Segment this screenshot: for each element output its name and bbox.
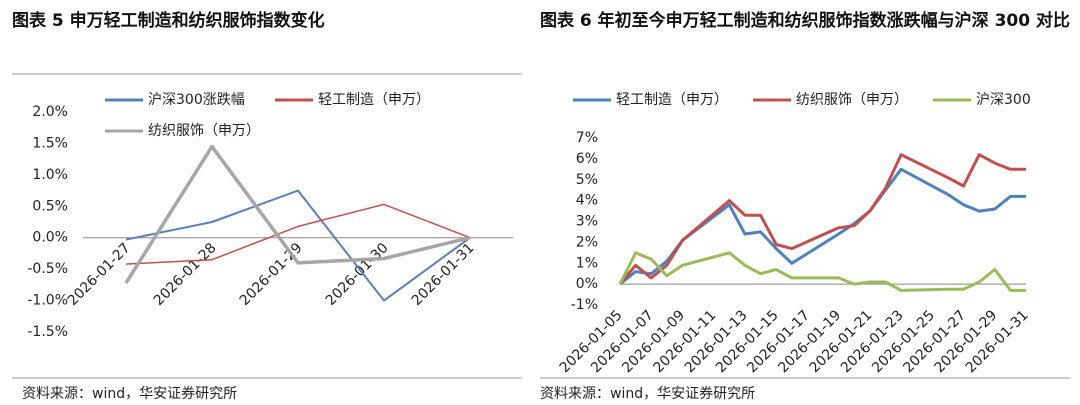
y-tick-label: -1% [571,297,598,313]
y-tick-label: -1.0% [27,293,68,309]
y-tick-label: -0.5% [27,261,68,277]
y-tick-label: 0.5% [32,198,68,214]
y-tick-label: 7% [576,130,598,146]
source-note: 资料来源：wind，华安证券研究所 [540,386,755,402]
series-line [125,189,471,302]
y-tick-label: 2.0% [32,104,68,120]
source-note: 资料来源：wind，华安证券研究所 [22,386,237,402]
series-line [618,153,1026,286]
legend-label: 沪深300 [976,92,1031,108]
x-tick-label: 2026-01-29 [237,240,306,309]
y-tick-label: 0% [576,276,598,292]
legend-label: 轻工制造（申万） [616,92,728,108]
y-tick-label: 0.0% [32,230,68,246]
x-tick-label: 2026-01-27 [65,240,134,309]
y-tick-label: 6% [576,151,598,167]
series-line [124,144,471,284]
legend-label: 纺织服饰（申万） [796,92,908,108]
y-tick-label: 2% [576,234,598,250]
chart-title: 图表 6 年初至今申万轻工制造和纺织服饰指数涨跌幅与沪深 300 对比 [540,11,1070,31]
y-tick-label: 1% [576,255,598,271]
legend-label: 轻工制造（申万） [318,92,430,108]
y-tick-label: 1.5% [32,135,68,151]
legend-label: 纺织服饰（申万） [148,123,260,139]
series-line [125,203,471,265]
y-tick-label: -1.5% [27,324,68,340]
y-tick-label: 5% [576,172,598,188]
y-tick-label: 3% [576,214,598,230]
series-line [618,251,1026,292]
chart-title: 图表 5 申万轻工制造和纺织服饰指数变化 [12,11,325,31]
legend-label: 沪深300涨跌幅 [148,92,245,108]
y-tick-label: 4% [576,193,598,209]
y-tick-label: 1.0% [32,167,68,183]
x-tick-label: 2026-01-28 [151,240,220,309]
